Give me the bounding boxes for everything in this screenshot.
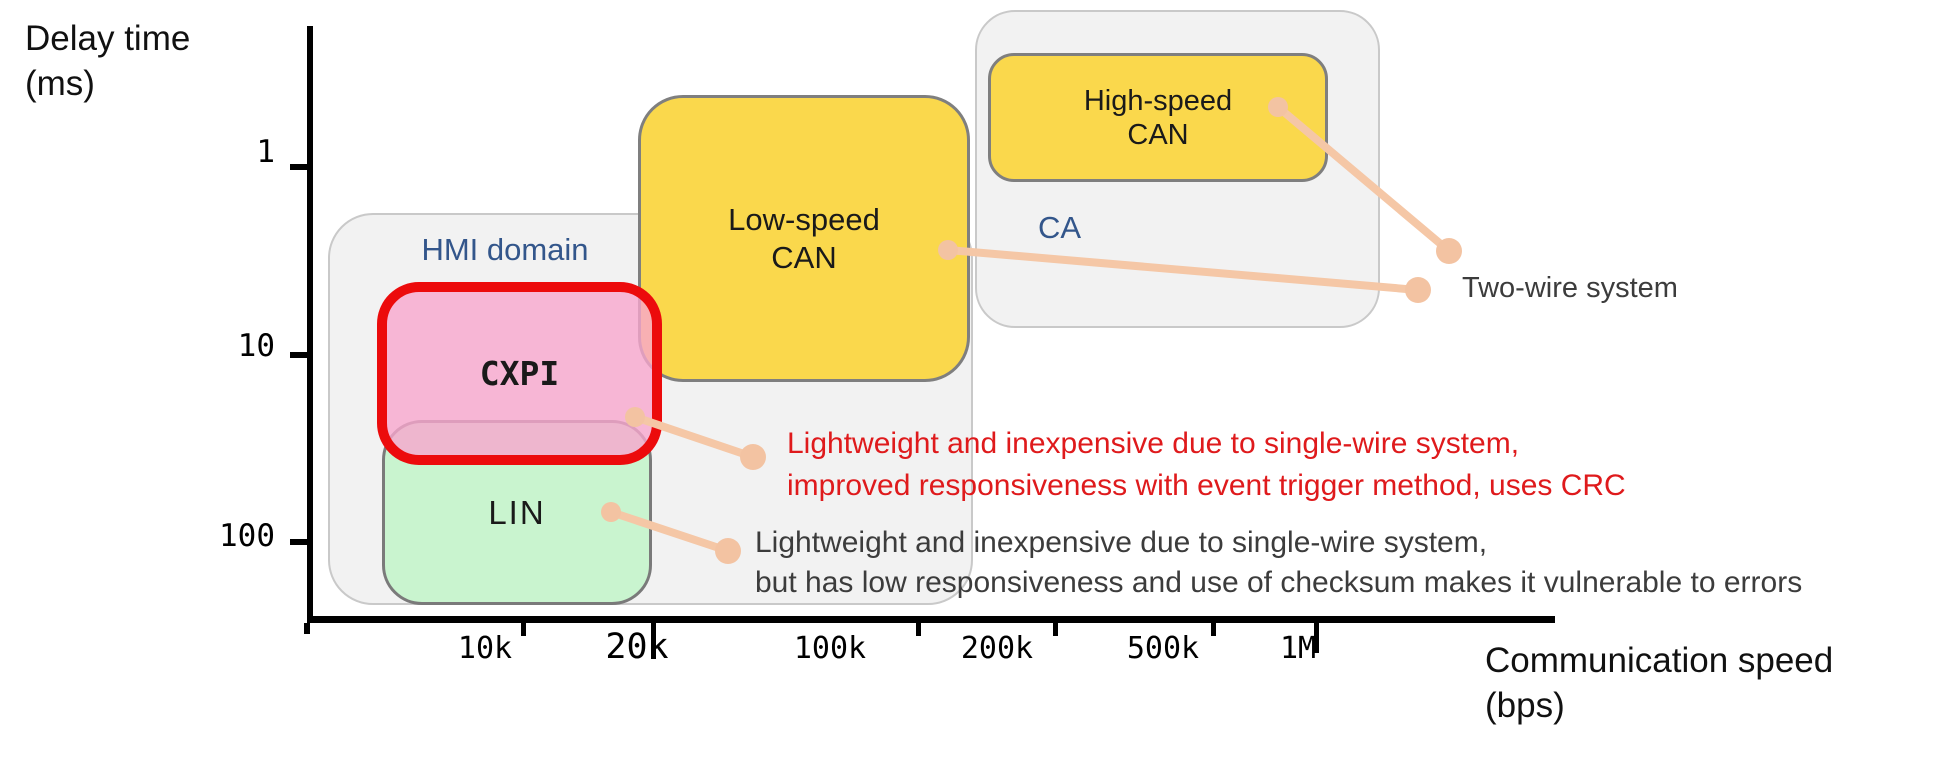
lin-annotation: Lightweight and inexpensive due to singl… — [755, 523, 1802, 603]
cxpi-annotation-line2: improved responsiveness with event trigg… — [787, 469, 1626, 502]
two-wire-system-label: Two-wire system — [1462, 272, 1678, 304]
communication-speed-axis-title-line2: (bps) — [1485, 686, 1565, 725]
y-tick-1 — [290, 164, 307, 170]
x-tick-label-20k: 20k — [605, 627, 669, 667]
x-tick-label-1m: 1M — [1279, 631, 1317, 666]
x-tick-after-200k — [1053, 623, 1058, 636]
lin-annotation-line2: but has low responsiveness and use of ch… — [755, 566, 1803, 599]
x-tick-after-100k — [916, 623, 921, 636]
hmi-domain-label: HMI domain — [421, 232, 589, 267]
x-tick-label-10k: 10k — [457, 631, 513, 666]
y-tick-10 — [290, 352, 307, 358]
x-tick-after-500k — [1211, 623, 1216, 636]
delay-time-axis-title-line2: (ms) — [25, 64, 95, 103]
low-speed-can-label-line1: Low-speed — [728, 201, 880, 237]
x-tick-20k-long — [651, 623, 656, 659]
y-tick-100 — [290, 539, 307, 545]
x-tick-label-200k: 200k — [960, 631, 1034, 666]
y-tick-label-100: 100 — [219, 518, 275, 554]
cxpi-label: CXPI — [479, 354, 560, 393]
lin-label: LIN — [488, 493, 546, 531]
high-speed-can-box: High-speed CAN — [988, 53, 1328, 182]
lin-annotation-line1: Lightweight and inexpensive due to singl… — [755, 526, 1488, 559]
origin-tick — [304, 623, 310, 634]
communication-speed-axis-title: Communication speed (bps) — [1485, 638, 1833, 728]
x-axis-line — [307, 616, 1555, 623]
cxpi-annotation-line1: Lightweight and inexpensive due to singl… — [787, 427, 1520, 460]
delay-time-axis-title-line1: Delay time — [25, 19, 191, 58]
ca-domain-label: CA — [1038, 210, 1082, 245]
cxpi-box: CXPI — [377, 282, 662, 465]
connector-high-speed-can-dot-end — [1436, 238, 1462, 264]
y-axis-line — [307, 26, 313, 623]
x-tick-label-500k: 500k — [1126, 631, 1200, 666]
x-tick-1m-long — [1314, 623, 1319, 653]
high-speed-can-label-line1: High-speed — [1083, 84, 1233, 117]
high-speed-can-label-line2: CAN — [1127, 118, 1189, 151]
delay-time-axis-title: Delay time (ms) — [25, 16, 190, 106]
communication-speed-axis-title-line1: Communication speed — [1485, 641, 1834, 680]
y-tick-label-10: 10 — [237, 328, 275, 364]
connector-low-speed-can-dot-end — [1405, 277, 1431, 303]
y-tick-label-1: 1 — [256, 134, 275, 170]
low-speed-can-label-line2: CAN — [771, 239, 837, 275]
x-tick-label-100k: 100k — [793, 631, 867, 666]
x-tick-after-10k — [521, 623, 526, 636]
low-speed-can-box: Low-speed CAN — [638, 95, 970, 382]
cxpi-annotation: Lightweight and inexpensive due to singl… — [787, 423, 1626, 507]
